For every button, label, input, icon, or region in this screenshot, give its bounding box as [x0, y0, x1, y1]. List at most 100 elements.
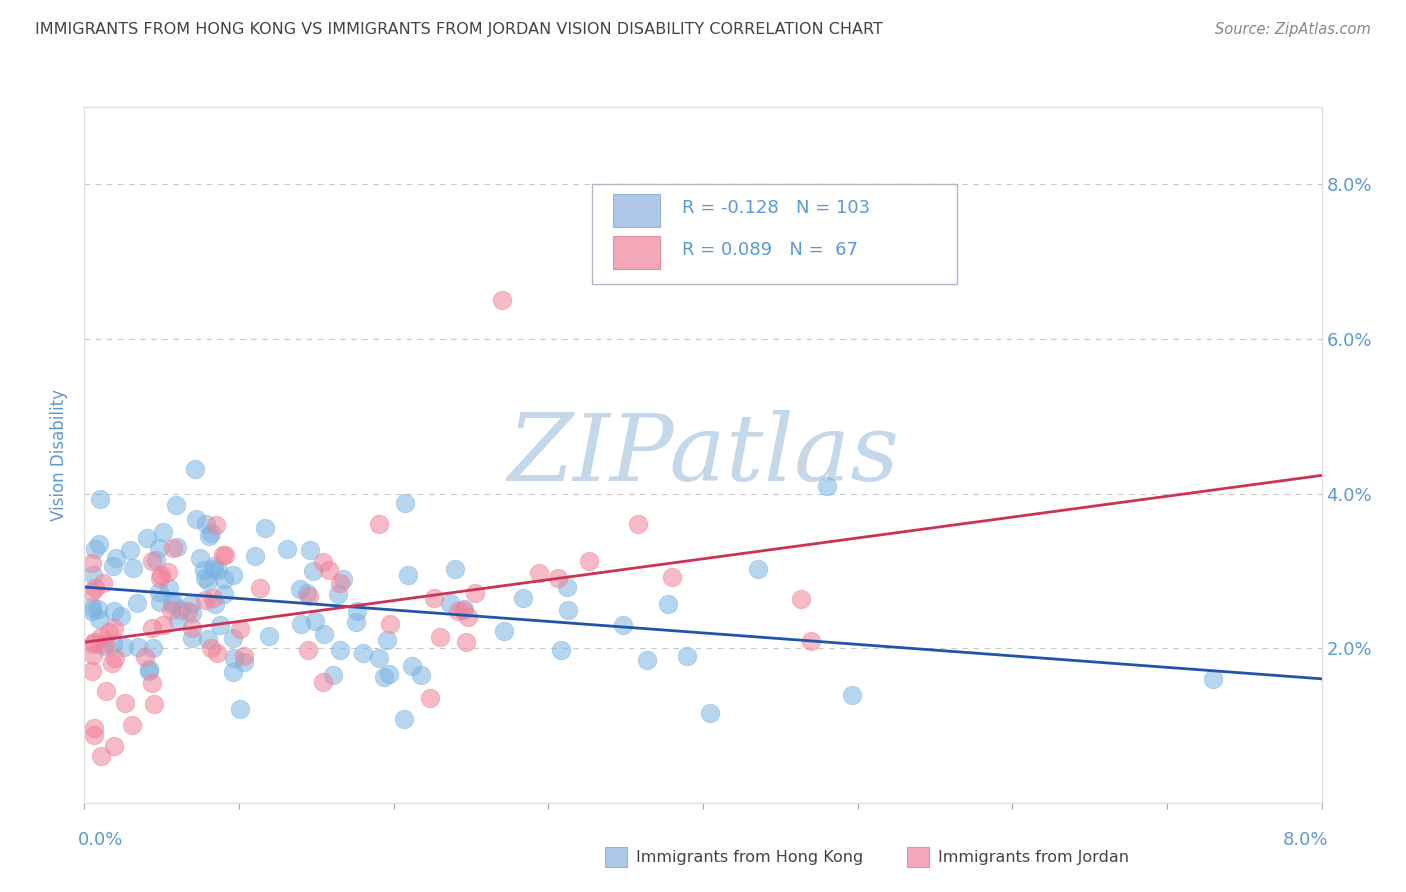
Point [134, 650, 156, 665]
Point [93, 575, 115, 590]
Point [89, 611, 111, 625]
Point [329, 643, 352, 657]
Point [295, 586, 318, 600]
Point [233, 655, 256, 669]
Point [160, 597, 183, 611]
Bar [613, 194, 659, 227]
Point [222, 665, 245, 679]
Point [1202, 672, 1225, 686]
Point [377, 666, 399, 681]
Point [201, 591, 224, 605]
Point [200, 641, 222, 656]
Point [491, 293, 513, 308]
Point [453, 601, 475, 615]
Point [82, 648, 104, 662]
Point [298, 589, 321, 603]
Point [145, 553, 167, 567]
Point [209, 618, 232, 632]
Point [299, 543, 322, 558]
Point [207, 564, 229, 578]
Point [82, 585, 104, 599]
Point [160, 603, 183, 617]
Point [328, 587, 350, 601]
Point [94, 637, 117, 651]
Point [790, 591, 813, 606]
FancyBboxPatch shape [592, 184, 956, 285]
Point [143, 698, 166, 712]
Point [201, 562, 224, 576]
Point [180, 597, 202, 611]
Point [555, 581, 578, 595]
Point [162, 541, 184, 556]
Point [329, 575, 352, 590]
Point [288, 582, 311, 596]
Point [103, 604, 125, 618]
Point [197, 574, 219, 589]
Point [141, 554, 163, 568]
Point [162, 594, 184, 608]
Text: Source: ZipAtlas.com: Source: ZipAtlas.com [1215, 22, 1371, 37]
Point [512, 591, 534, 605]
Point [352, 646, 374, 660]
Point [212, 587, 235, 601]
Point [411, 667, 433, 681]
Point [212, 549, 235, 563]
Point [138, 661, 160, 675]
Text: R = -0.128   N = 103: R = -0.128 N = 103 [682, 199, 870, 217]
Point [249, 581, 271, 595]
Point [190, 551, 212, 566]
Point [207, 646, 229, 660]
Point [148, 541, 170, 555]
Point [222, 631, 245, 645]
Point [142, 640, 165, 655]
Text: 0.0%: 0.0% [79, 830, 124, 848]
Point [380, 616, 402, 631]
Point [304, 614, 326, 628]
Point [121, 560, 143, 574]
Y-axis label: Vision Disability: Vision Disability [51, 389, 69, 521]
Point [676, 649, 699, 664]
Point [181, 632, 204, 646]
Point [82, 600, 104, 615]
Point [297, 643, 319, 657]
Point [89, 491, 111, 506]
Point [82, 665, 104, 679]
Point [205, 518, 228, 533]
Point [104, 651, 127, 665]
Point [396, 568, 419, 582]
Point [815, 479, 838, 493]
Point [527, 566, 550, 580]
Point [229, 702, 252, 716]
Point [127, 640, 149, 654]
Point [318, 563, 340, 577]
Point [101, 637, 124, 651]
Point [103, 739, 125, 753]
Point [110, 609, 132, 624]
Point [138, 665, 160, 679]
Point [120, 542, 142, 557]
Point [841, 688, 863, 702]
Point [148, 584, 170, 599]
Point [105, 550, 128, 565]
Point [197, 632, 219, 646]
Point [443, 562, 465, 576]
Point [346, 604, 368, 618]
Point [344, 615, 367, 629]
Point [439, 596, 461, 610]
Point [157, 565, 180, 579]
Point [492, 624, 515, 638]
Text: 8.0%: 8.0% [1282, 830, 1327, 848]
Point [82, 604, 104, 618]
Point [202, 559, 225, 574]
Point [447, 604, 470, 618]
Point [152, 617, 174, 632]
Point [90, 630, 112, 644]
Point [557, 603, 579, 617]
Point [233, 648, 256, 663]
Point [800, 633, 823, 648]
Point [82, 637, 104, 651]
Point [222, 650, 245, 665]
Point [627, 517, 650, 532]
Point [87, 537, 110, 551]
Point [101, 559, 124, 574]
